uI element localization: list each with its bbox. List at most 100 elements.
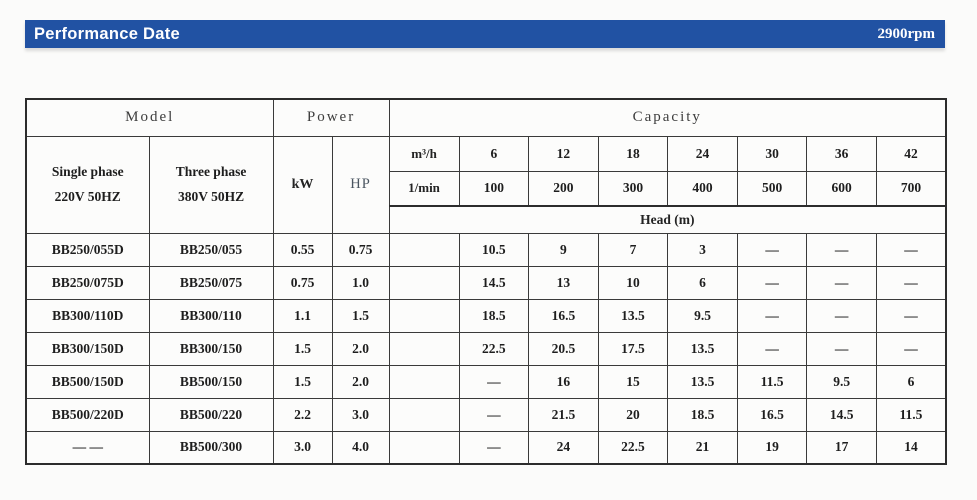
head-value-cell: 15	[597, 364, 669, 399]
flow-m3h-value-cell: 36	[806, 135, 877, 172]
head-value-cell: 17	[806, 430, 877, 465]
head-value-cell: 11.5	[875, 397, 947, 432]
head-value-cell: 14	[875, 430, 947, 465]
title-bar: Performance Date 2900rpm	[25, 20, 945, 48]
head-value-cell: 7	[597, 232, 669, 267]
flow-unit-spacer-cell	[388, 232, 460, 267]
head-value-cell: 21	[667, 430, 738, 465]
head-value-cell: —	[458, 430, 530, 465]
table-row: BB250/075D BB250/075 0.75 1.0 14.5 13 10 6— — —	[25, 265, 947, 300]
flow-lmin-value-cell: 200	[528, 170, 599, 207]
table-row: BB500/220D BB500/220 2.2 3.0 —21.5 20 18.5 16.5…	[25, 397, 947, 432]
flow-m3h-value-cell: 30	[736, 135, 808, 172]
flow-lmin-value-cell: 100	[458, 170, 530, 207]
flow-m3h-row: Single phase 220V 50HZ Three phase 380V …	[25, 135, 947, 234]
model-three-phase-cell: BB300/150	[148, 331, 274, 366]
flow-lmin-value-cell: 700	[875, 170, 947, 207]
model-single-phase-cell: BB250/055D	[25, 232, 150, 267]
power-hp-cell: 3.0	[331, 397, 390, 432]
power-hp-cell: 2.0	[331, 331, 390, 366]
power-hp-cell: 0.75	[331, 232, 390, 267]
model-single-phase-cell: — —	[25, 430, 150, 465]
model-three-phase-cell: BB250/055	[148, 232, 274, 267]
power-hp-cell: 1.0	[331, 265, 390, 300]
model-single-phase-cell: BB500/220D	[25, 397, 150, 432]
power-group-header: Power	[272, 98, 390, 137]
head-value-cell: —	[806, 331, 877, 366]
flow-lmin-value-cell: 500	[736, 170, 808, 207]
head-value-cell: 13.5	[667, 364, 738, 399]
head-value-cell: —	[875, 232, 947, 267]
head-value-cell: 10	[597, 265, 669, 300]
head-value-cell: 24	[528, 430, 599, 465]
capacity-group-header: Capacity	[388, 98, 947, 137]
head-value-cell: 11.5	[736, 364, 808, 399]
group-header-row: Model Power Capacity	[25, 98, 947, 137]
head-value-cell: 6	[875, 364, 947, 399]
power-hp-cell: 2.0	[331, 364, 390, 399]
three-phase-header: Three phase 380V 50HZ	[148, 135, 274, 234]
head-label-row: Head (m)	[26, 205, 947, 234]
head-value-cell: 6	[667, 265, 738, 300]
head-value-cell: 9.5	[667, 298, 738, 333]
flow-lmin-value-cell: 600	[806, 170, 877, 207]
model-three-phase-cell: BB500/220	[148, 397, 274, 432]
power-kw-cell: 2.2	[272, 397, 333, 432]
table-row: BB300/110D BB300/110 1.1 1.5 18.5 16.5 13.5 9.5…	[25, 298, 947, 333]
head-value-cell: 9.5	[806, 364, 877, 399]
head-value-cell: 17.5	[597, 331, 669, 366]
power-hp-cell: 1.5	[331, 298, 390, 333]
flow-unit-spacer-cell	[388, 364, 460, 399]
model-three-phase-cell: BB300/110	[148, 298, 274, 333]
model-three-phase-cell: BB500/150	[148, 364, 274, 399]
head-value-cell: 18.5	[667, 397, 738, 432]
model-single-phase-cell: BB300/150D	[25, 331, 150, 366]
flow-lmin-value-cell: 400	[667, 170, 738, 207]
head-value-cell: 16	[528, 364, 599, 399]
table-row: BB300/150D BB300/150 1.5 2.0 22.5 20.5 17.5 13.…	[25, 331, 947, 366]
flow-m3h-value-cell: 12	[528, 135, 599, 172]
kw-header: kW	[272, 135, 333, 234]
head-value-cell: 9	[528, 232, 599, 267]
power-kw-cell: 0.75	[272, 265, 333, 300]
head-value-cell: 18.5	[458, 298, 530, 333]
model-single-phase-cell: BB300/110D	[25, 298, 150, 333]
table-row: — — BB500/300 3.0 4.0 —24 22.5 21 19 17 14	[25, 430, 947, 465]
head-value-cell: —	[736, 298, 808, 333]
performance-table: Model Power Capacity Single phase 220V 5…	[25, 98, 947, 465]
flow-unit-spacer-cell	[388, 298, 460, 333]
power-kw-cell: 1.1	[272, 298, 333, 333]
head-value-cell: 22.5	[458, 331, 530, 366]
flow-m3h-value-cell: 18	[597, 135, 669, 172]
head-value-cell: —	[875, 298, 947, 333]
head-value-cell: 21.5	[528, 397, 599, 432]
flow-unit-m3h: m³/h	[388, 135, 460, 172]
head-value-cell: —	[875, 265, 947, 300]
head-value-cell: —	[736, 232, 808, 267]
head-value-cell: 20.5	[528, 331, 599, 366]
head-m-label: Head (m)	[388, 205, 947, 234]
head-value-cell: —	[736, 265, 808, 300]
head-value-cell: 14.5	[806, 397, 877, 432]
flow-unit-spacer-cell	[388, 331, 460, 366]
head-value-cell: —	[806, 232, 877, 267]
power-kw-cell: 0.55	[272, 232, 333, 267]
page-title: Performance Date	[34, 24, 181, 43]
table-data-section: BB250/055D BB250/055 0.55 0.75 10.5 9 7 3— — — BB2…	[25, 232, 947, 465]
head-value-cell: 19	[736, 430, 808, 465]
head-value-cell: —	[806, 265, 877, 300]
table-row: BB500/150D BB500/150 1.5 2.0 —16 15 13.5 11.5 9.…	[25, 364, 947, 399]
head-value-cell: 10.5	[458, 232, 530, 267]
flow-unit-lmin: 1/min	[388, 170, 460, 207]
power-kw-cell: 1.5	[272, 364, 333, 399]
head-value-cell: 14.5	[458, 265, 530, 300]
model-group-header: Model	[25, 98, 274, 137]
table-row: BB250/055D BB250/055 0.55 0.75 10.5 9 7 3— — —	[25, 232, 947, 267]
head-value-cell: —	[736, 331, 808, 366]
head-value-cell: 22.5	[597, 430, 669, 465]
head-value-cell: —	[875, 331, 947, 366]
flow-unit-spacer-cell	[388, 265, 460, 300]
head-value-cell: —	[458, 397, 530, 432]
hp-header: HP	[331, 135, 390, 234]
